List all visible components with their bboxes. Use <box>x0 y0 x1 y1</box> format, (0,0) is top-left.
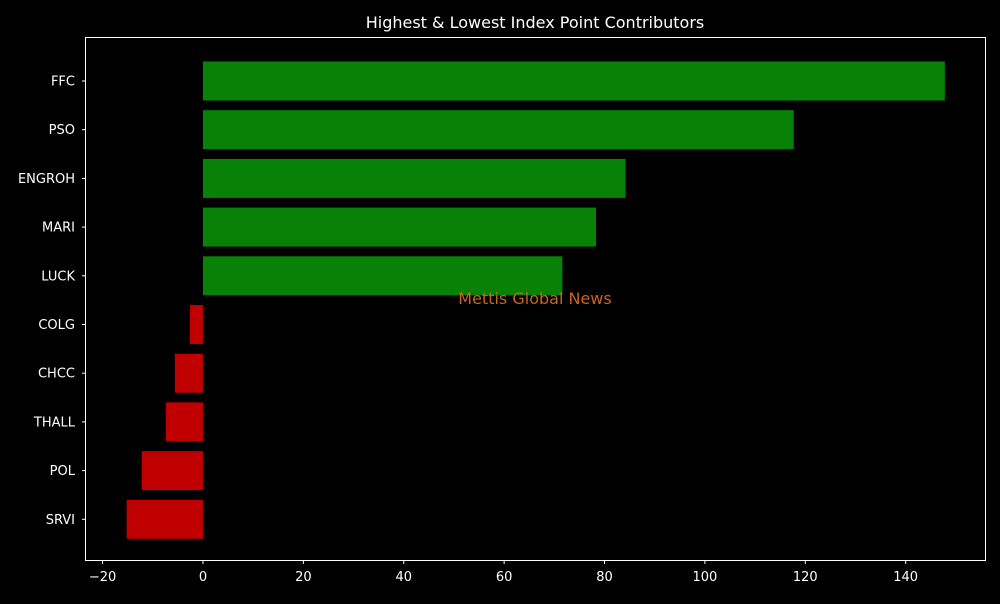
y-tick-label-colg: COLG <box>38 318 75 333</box>
x-tick-label: 60 <box>496 570 513 585</box>
x-tick-label: 40 <box>395 570 412 585</box>
x-tick-label: 80 <box>596 570 613 585</box>
bar-thall <box>166 402 203 441</box>
y-tick-label-pol: POL <box>50 464 76 479</box>
bar-srvi <box>127 500 203 539</box>
y-tick-label-ffc: FFC <box>51 75 75 90</box>
y-tick-label-chcc: CHCC <box>38 367 75 382</box>
bar-mari <box>203 208 596 247</box>
chart-title: Highest & Lowest Index Point Contributor… <box>366 13 705 32</box>
x-tick-label: 140 <box>893 570 918 585</box>
x-ticks: −20 0 20 40 60 80 100 120 140 <box>89 560 918 585</box>
y-tick-label-srvi: SRVI <box>46 513 75 528</box>
y-tick-label-thall: THALL <box>33 415 76 430</box>
bar-pol <box>142 451 203 490</box>
bar-engroh <box>203 159 626 198</box>
y-tick-label-luck: LUCK <box>41 269 75 284</box>
watermark-text: Mettis Global News <box>458 289 611 308</box>
x-tick-label: 120 <box>793 570 818 585</box>
x-tick-label: 100 <box>692 570 717 585</box>
y-tick-label-engroh: ENGROH <box>18 172 75 187</box>
x-tick-label: −20 <box>89 570 116 585</box>
bar-colg <box>190 305 203 344</box>
y-tick-label-mari: MARI <box>42 221 75 236</box>
x-tick-label: 0 <box>199 570 207 585</box>
bar-chcc <box>175 354 203 393</box>
y-tick-labels: FFC PSO ENGROH MARI LUCK COLG CHCC THALL POL SRVI <box>18 75 86 528</box>
x-tick-label: 20 <box>295 570 312 585</box>
y-tick-label-pso: PSO <box>49 123 75 138</box>
bar-pso <box>203 110 794 149</box>
bar-ffc <box>203 62 945 101</box>
